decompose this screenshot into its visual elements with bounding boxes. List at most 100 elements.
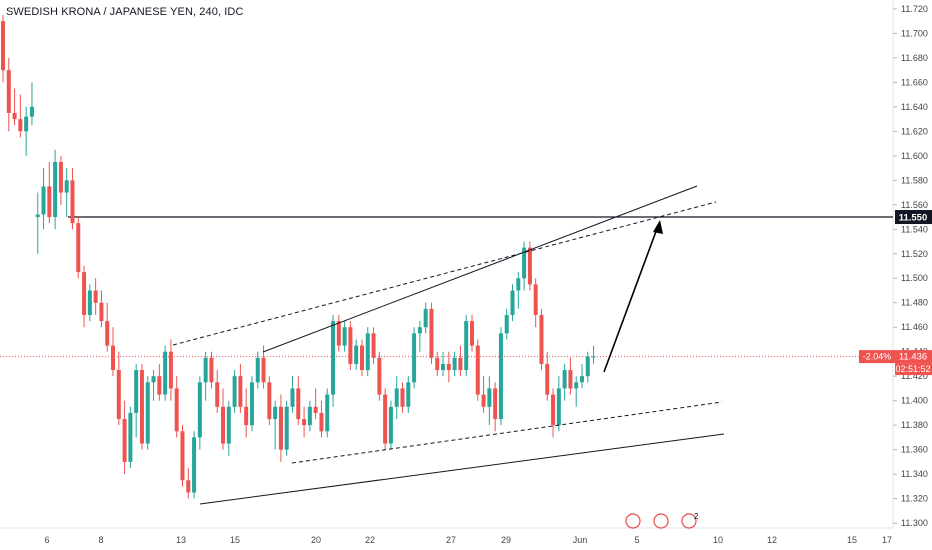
candle [551, 388, 556, 438]
channel-lower-solid[interactable] [199, 433, 725, 505]
candle [87, 284, 92, 322]
channel-lower-dashed[interactable] [291, 401, 723, 464]
candle [70, 168, 75, 230]
candle [365, 327, 370, 377]
candle [273, 400, 278, 450]
candle [510, 284, 515, 322]
x-tick-label: 10 [713, 535, 723, 545]
candle [504, 308, 509, 340]
candle [12, 88, 17, 126]
candle [215, 370, 220, 413]
y-tick-label: 11.300 [901, 518, 928, 528]
candle [278, 394, 283, 462]
x-tick-label: 15 [230, 535, 240, 545]
candle [151, 370, 156, 401]
candle [580, 363, 584, 389]
candle [180, 425, 185, 487]
level-price-tag: 11.550 [895, 210, 932, 225]
y-tick-label: 11.460 [901, 322, 928, 332]
y-tick-label: 11.500 [901, 273, 928, 283]
y-tick-label: 11.600 [901, 151, 928, 161]
candle [464, 314, 469, 377]
y-tick-label: 11.520 [901, 249, 928, 259]
candle [139, 363, 144, 450]
candle [446, 351, 451, 383]
price-axis[interactable]: 11.720 11.700 11.680 11.660 11.640 11.620 11.6… [893, 4, 928, 528]
candle [64, 168, 69, 218]
candle [307, 400, 312, 432]
candle [487, 376, 492, 426]
candle [522, 241, 527, 291]
y-tick-label: 11.540 [901, 224, 928, 234]
candle [585, 351, 590, 383]
event-marker-2[interactable] [653, 513, 669, 529]
candle [302, 406, 307, 438]
candle [29, 82, 34, 126]
candle [35, 192, 40, 254]
candle [388, 400, 393, 450]
channel-upper-dashed[interactable] [172, 201, 717, 346]
candle [336, 314, 341, 352]
candle [290, 376, 295, 413]
candle [423, 302, 428, 334]
candle [244, 388, 249, 438]
candle [226, 400, 231, 456]
candle [533, 278, 538, 328]
candle [111, 327, 116, 377]
candle [284, 400, 289, 456]
candle [1, 15, 5, 83]
candle [331, 314, 336, 407]
candle [41, 168, 46, 230]
candle [562, 363, 567, 401]
candle [261, 345, 266, 389]
candle [76, 217, 81, 279]
y-tick-label: 11.680 [901, 53, 928, 63]
y-tick-label: 11.580 [901, 175, 928, 185]
candle [417, 321, 422, 352]
y-tick-label: 11.380 [901, 420, 928, 430]
svg-text:2: 2 [694, 512, 699, 521]
candle [319, 400, 324, 438]
y-tick-label: 11.360 [901, 445, 928, 455]
candle [296, 376, 301, 426]
candle [99, 290, 104, 328]
svg-text:02:51:52: 02:51:52 [895, 364, 930, 374]
y-tick-label: 11.340 [901, 469, 928, 479]
x-tick-label: 22 [365, 535, 375, 545]
candle [168, 339, 173, 401]
candle [105, 302, 110, 352]
candle [469, 314, 474, 352]
svg-text:11.550: 11.550 [899, 213, 928, 224]
y-tick-label: 11.420 [901, 371, 928, 381]
candle [481, 376, 486, 413]
event-marker-3[interactable]: 2 [681, 512, 699, 529]
channel-upper-solid[interactable] [262, 185, 698, 353]
candle [498, 327, 503, 426]
candle [371, 327, 376, 364]
candle [186, 468, 191, 499]
candle [313, 388, 318, 420]
candle [354, 339, 359, 371]
candle [192, 431, 197, 499]
candle [145, 376, 150, 450]
candle [93, 278, 98, 315]
x-tick-label: 15 [847, 535, 857, 545]
time-axis[interactable]: 6 8 13 15 20 22 27 29 Jun 5 10 12 15 17 [44, 535, 892, 545]
svg-text:-2.04%: -2.04% [863, 352, 892, 362]
chart-title: SWEDISH KRONA / JAPANESE YEN, 240, IDC [6, 6, 244, 18]
candle [128, 406, 133, 469]
candle [174, 376, 179, 438]
candle [394, 376, 399, 420]
candle [6, 57, 11, 132]
candle [574, 376, 579, 407]
x-tick-label: 20 [311, 535, 321, 545]
candle [24, 106, 29, 156]
event-marker-1[interactable] [625, 513, 641, 529]
x-tick-label: 17 [882, 535, 892, 545]
candle [342, 321, 347, 352]
candle [157, 363, 162, 401]
candle [82, 266, 87, 328]
x-tick-label: 27 [446, 535, 456, 545]
projection-arrow[interactable] [603, 220, 663, 373]
